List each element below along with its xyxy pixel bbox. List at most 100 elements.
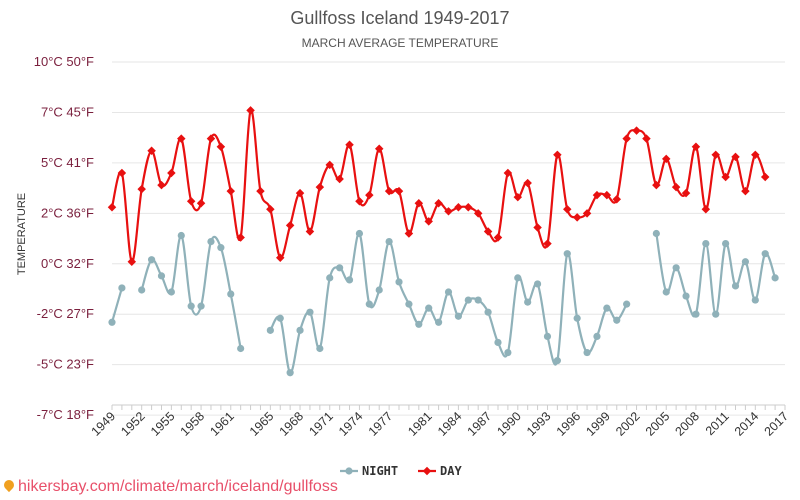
data-point-night[interactable] <box>702 239 710 248</box>
data-point-night[interactable] <box>543 332 552 340</box>
data-point-day[interactable] <box>533 223 542 232</box>
data-point-night[interactable] <box>553 357 561 365</box>
data-point-night[interactable] <box>613 316 621 324</box>
data-point-day[interactable] <box>256 186 265 196</box>
data-point-day[interactable] <box>572 213 582 222</box>
data-point-night[interactable] <box>157 272 166 280</box>
data-point-night[interactable] <box>167 288 175 296</box>
data-point-day[interactable] <box>414 198 424 208</box>
data-point-night[interactable] <box>484 308 492 316</box>
data-point-day[interactable] <box>147 146 156 156</box>
data-point-day[interactable] <box>137 184 146 194</box>
data-point-day[interactable] <box>404 229 414 238</box>
data-point-night[interactable] <box>514 274 522 282</box>
data-point-day[interactable] <box>483 227 493 236</box>
data-point-day[interactable] <box>107 203 117 212</box>
data-point-day[interactable] <box>335 174 344 184</box>
data-point-night[interactable] <box>692 310 700 318</box>
data-point-night[interactable] <box>444 288 453 296</box>
data-point-day[interactable] <box>285 221 295 230</box>
data-point-night[interactable] <box>533 280 542 288</box>
data-point-night[interactable] <box>583 348 591 357</box>
data-point-night[interactable] <box>306 308 314 316</box>
data-point-night[interactable] <box>563 250 571 258</box>
data-point-night[interactable] <box>722 239 730 248</box>
data-point-night[interactable] <box>266 326 274 334</box>
data-point-night[interactable] <box>286 369 294 377</box>
data-point-day[interactable] <box>266 205 275 214</box>
data-point-night[interactable] <box>494 338 502 347</box>
legend-item-day[interactable]: DAY <box>418 464 462 478</box>
data-point-night[interactable] <box>593 332 601 340</box>
data-point-day[interactable] <box>374 144 384 154</box>
data-point-day[interactable] <box>434 198 443 208</box>
data-point-night[interactable] <box>741 258 750 266</box>
data-point-day[interactable] <box>177 134 186 143</box>
data-point-day[interactable] <box>206 134 216 143</box>
data-point-night[interactable] <box>375 286 383 294</box>
data-point-night[interactable] <box>316 344 324 353</box>
data-point-night[interactable] <box>296 326 304 334</box>
data-point-night[interactable] <box>682 292 690 300</box>
data-point-night[interactable] <box>504 348 512 357</box>
data-point-night[interactable] <box>197 302 205 310</box>
data-point-day[interactable] <box>493 233 503 242</box>
data-point-night[interactable] <box>207 237 215 246</box>
data-point-night[interactable] <box>425 304 433 312</box>
data-point-day[interactable] <box>632 126 641 135</box>
data-point-day[interactable] <box>157 180 166 190</box>
data-point-day[interactable] <box>760 172 770 182</box>
data-point-night[interactable] <box>603 304 611 312</box>
data-point-night[interactable] <box>464 296 472 304</box>
data-point-day[interactable] <box>365 190 374 200</box>
data-point-day[interactable] <box>394 186 404 196</box>
legend[interactable]: NIGHT DAY <box>340 464 462 478</box>
watermark[interactable]: hikersbay.com/climate/march/iceland/gull… <box>1 477 338 496</box>
data-point-day[interactable] <box>295 188 305 198</box>
data-point-night[interactable] <box>771 274 779 282</box>
data-point-day[interactable] <box>384 186 394 196</box>
data-point-day[interactable] <box>167 168 176 178</box>
data-point-night[interactable] <box>118 284 126 292</box>
data-point-night[interactable] <box>474 296 482 304</box>
data-point-night[interactable] <box>227 290 235 298</box>
data-point-day[interactable] <box>454 203 463 212</box>
data-point-night[interactable] <box>751 296 759 304</box>
data-point-night[interactable] <box>731 282 740 290</box>
data-point-night[interactable] <box>276 314 284 322</box>
data-point-night[interactable] <box>454 312 462 320</box>
data-point-night[interactable] <box>336 264 344 272</box>
data-point-day[interactable] <box>315 182 325 192</box>
data-point-night[interactable] <box>395 278 403 286</box>
data-point-night[interactable] <box>108 318 116 326</box>
data-point-day[interactable] <box>127 257 137 266</box>
data-point-day[interactable] <box>563 205 572 214</box>
data-point-day[interactable] <box>276 253 285 262</box>
data-point-night[interactable] <box>138 286 146 294</box>
data-point-night[interactable] <box>217 244 225 252</box>
data-point-day[interactable] <box>503 168 513 178</box>
data-point-night[interactable] <box>435 318 443 326</box>
data-point-night[interactable] <box>573 314 581 322</box>
legend-item-night[interactable]: NIGHT <box>340 464 398 478</box>
data-point-day[interactable] <box>464 203 473 212</box>
data-point-day[interactable] <box>305 227 315 236</box>
data-point-day[interactable] <box>325 160 334 170</box>
data-point-night[interactable] <box>652 229 660 238</box>
data-point-night[interactable] <box>326 274 334 282</box>
data-point-night[interactable] <box>672 264 680 272</box>
data-point-day[interactable] <box>424 217 433 226</box>
data-point-night[interactable] <box>405 300 413 308</box>
data-point-night[interactable] <box>761 250 769 258</box>
data-point-night[interactable] <box>177 231 185 240</box>
data-point-day[interactable] <box>236 233 245 242</box>
data-point-night[interactable] <box>623 300 631 308</box>
data-point-night[interactable] <box>415 320 423 328</box>
data-point-night[interactable] <box>147 256 156 264</box>
data-point-day[interactable] <box>216 142 226 151</box>
data-point-night[interactable] <box>365 300 373 308</box>
data-point-night[interactable] <box>662 288 670 296</box>
data-point-night[interactable] <box>524 298 532 306</box>
data-point-day[interactable] <box>117 168 127 178</box>
data-point-night[interactable] <box>385 237 393 246</box>
